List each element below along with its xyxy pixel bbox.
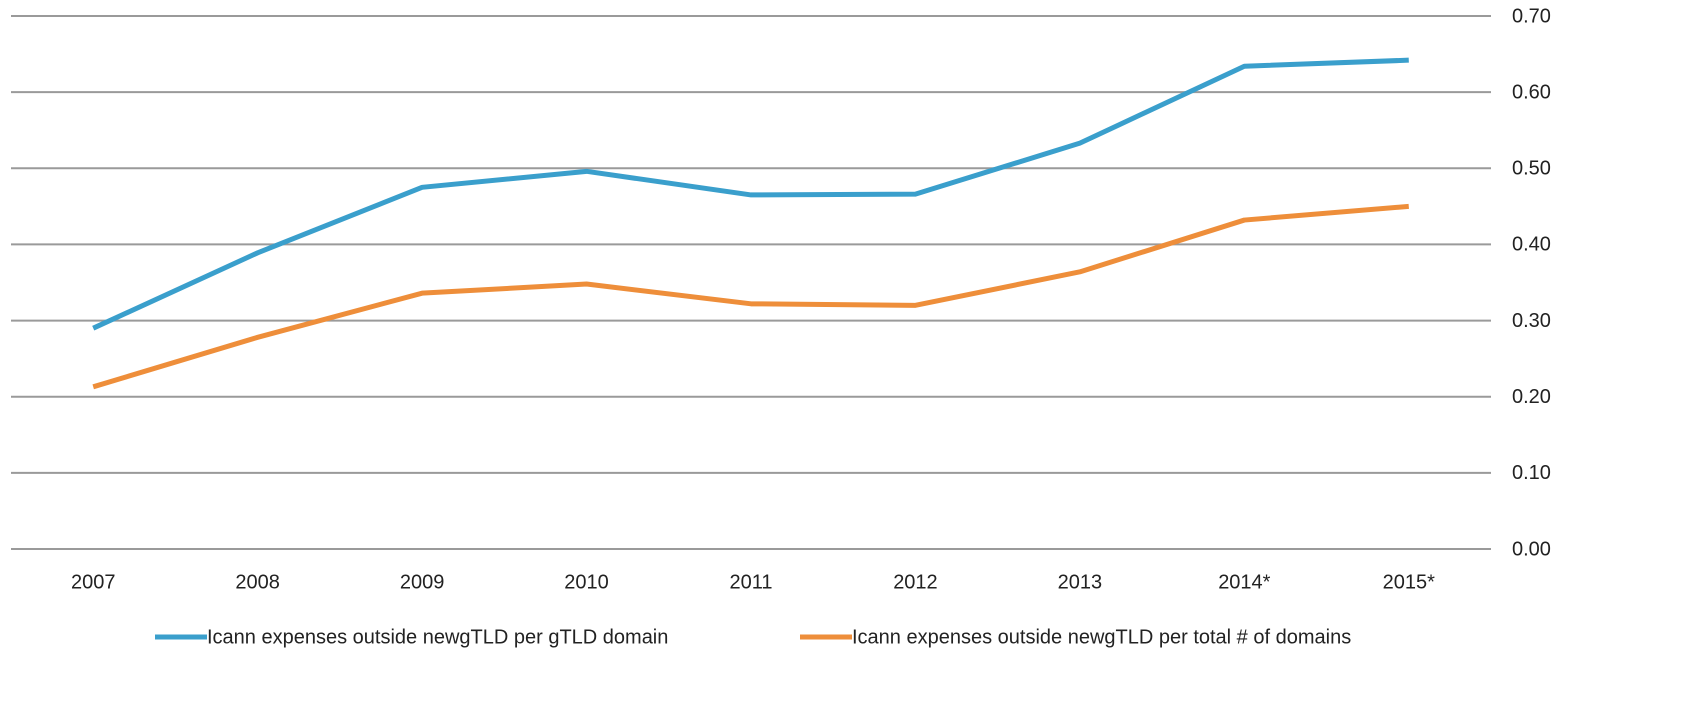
series-line [92,203,1409,390]
y-tick-label: 0.00 [1512,538,1551,560]
x-tick-label: 2008 [235,571,280,593]
y-tick-label: 0.50 [1512,158,1551,180]
series-line [92,57,1409,331]
y-tick-label: 0.10 [1512,462,1551,484]
legend-label: Icann expenses outside newgTLD per total… [852,626,1351,648]
x-tick-label: 2012 [893,571,938,593]
y-tick-label: 0.20 [1512,386,1551,408]
y-tick-label: 0.40 [1512,234,1551,256]
y-tick-label: 0.30 [1512,310,1551,332]
y-tick-label: 0.60 [1512,81,1551,103]
x-tick-label: 2014* [1218,571,1270,593]
legend-label: Icann expenses outside newgTLD per gTLD … [207,626,668,648]
x-tick-label: 2009 [400,571,445,593]
x-tick-label: 2011 [729,571,772,593]
x-tick-label: 2007 [71,571,116,593]
x-tick-label: 2015* [1383,571,1435,593]
x-tick-label: 2013 [1058,571,1103,593]
y-tick-label: 0.70 [1512,5,1551,27]
x-tick-label: 2010 [564,571,609,593]
